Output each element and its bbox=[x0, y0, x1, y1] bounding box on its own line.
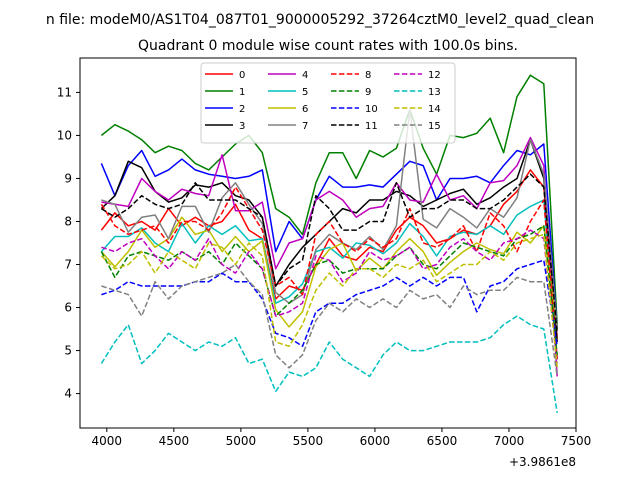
series-line-10 bbox=[101, 259, 558, 348]
legend-box bbox=[200, 62, 456, 144]
x-offset-label: +3.9861e8 bbox=[509, 455, 576, 469]
series-line-9 bbox=[100, 225, 558, 355]
legend-label-10: 10 bbox=[365, 104, 378, 115]
y-tick-label: 11 bbox=[57, 85, 72, 99]
legend-label-11: 11 bbox=[365, 121, 378, 132]
y-tick-label: 8 bbox=[64, 214, 72, 228]
series-line-14 bbox=[100, 233, 558, 368]
ticks-layer: 4000 4500 5000 5500 6000 6500 7000 7500 4 5 6 7 8 9 10… bbox=[57, 85, 592, 448]
legend-label-13: 13 bbox=[428, 87, 441, 98]
legend-label-6: 6 bbox=[302, 104, 308, 115]
legend-label-7: 7 bbox=[302, 121, 308, 132]
series-line-6 bbox=[100, 216, 558, 330]
legend-label-9: 9 bbox=[365, 87, 371, 98]
x-tick-label: 6000 bbox=[360, 434, 391, 448]
series-line-3 bbox=[100, 138, 558, 343]
legend-label-4: 4 bbox=[302, 70, 308, 81]
series-line-1 bbox=[100, 74, 558, 325]
series-line-2 bbox=[100, 143, 558, 330]
chart-title: Quadrant 0 module wise count rates with … bbox=[138, 38, 518, 54]
y-tick-label: 10 bbox=[57, 128, 72, 142]
x-tick-label: 6500 bbox=[427, 434, 458, 448]
y-tick-label: 4 bbox=[64, 387, 72, 401]
series-line-13 bbox=[100, 315, 558, 414]
legend-label-8: 8 bbox=[365, 70, 371, 81]
x-tick-label: 5500 bbox=[293, 434, 324, 448]
legend-label-1: 1 bbox=[239, 87, 245, 98]
x-tick-label: 5000 bbox=[226, 434, 257, 448]
legend-label-3: 3 bbox=[239, 121, 245, 132]
legend-label-5: 5 bbox=[302, 87, 308, 98]
series-layer bbox=[100, 74, 558, 414]
series-line-15 bbox=[101, 263, 558, 377]
legend-label-12: 12 bbox=[428, 70, 441, 81]
file-header-title: n file: modeM0/AS1T04_087T01_9000005292_… bbox=[46, 12, 594, 28]
x-tick-label: 7500 bbox=[561, 434, 592, 448]
legend-label-2: 2 bbox=[239, 104, 245, 115]
axes-frame bbox=[79, 57, 577, 429]
x-tick-label: 4000 bbox=[92, 434, 123, 448]
y-tick-label: 7 bbox=[64, 258, 72, 272]
y-tick-label: 5 bbox=[64, 344, 72, 358]
x-tick-label: 4500 bbox=[159, 434, 190, 448]
series-line-5 bbox=[100, 199, 558, 360]
series-line-11 bbox=[100, 173, 558, 334]
series-line-7 bbox=[101, 108, 558, 330]
x-tick-label: 7000 bbox=[494, 434, 525, 448]
legend-label-15: 15 bbox=[428, 121, 441, 132]
series-line-4 bbox=[101, 136, 558, 377]
legend-label-0: 0 bbox=[239, 70, 245, 81]
series-line-8 bbox=[100, 186, 558, 360]
y-tick-label: 6 bbox=[64, 301, 72, 315]
legend-label-14: 14 bbox=[428, 104, 441, 115]
y-tick-label: 9 bbox=[64, 171, 72, 185]
